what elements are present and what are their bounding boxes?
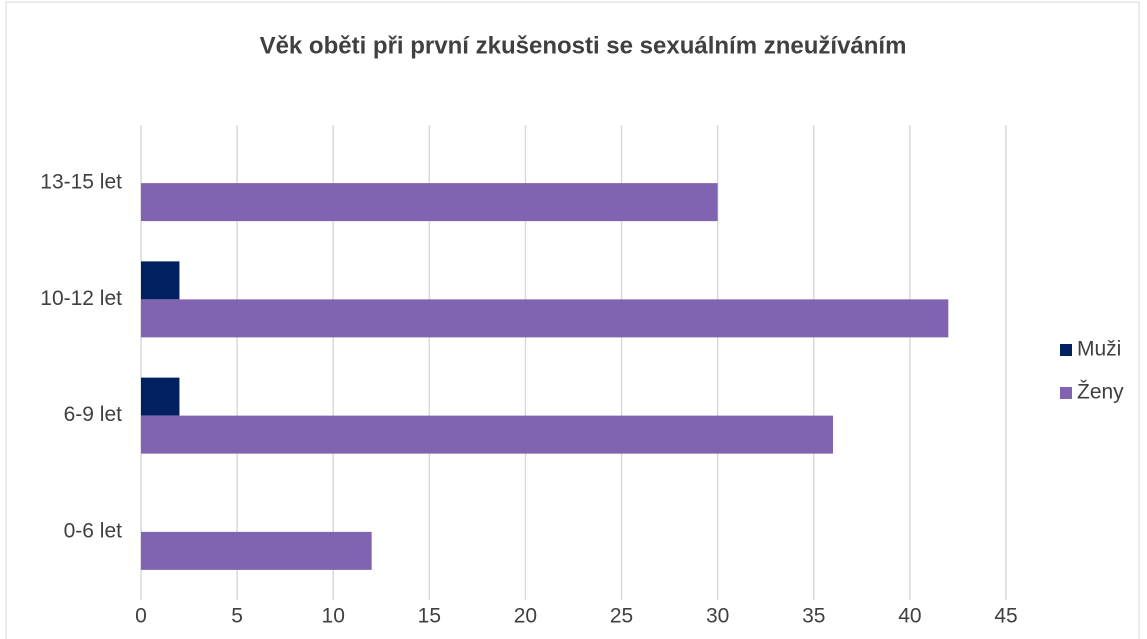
legend-swatch: [1060, 387, 1072, 399]
bar: [141, 299, 949, 338]
x-tick-label: 10: [322, 605, 345, 628]
legend-label: Muži: [1077, 338, 1121, 361]
bar: [141, 261, 180, 300]
x-tick-label: 5: [231, 605, 243, 628]
y-tick-label: 13-15 let: [40, 171, 122, 194]
chart-title: Věk oběti při první zkušenosti se sexuál…: [260, 32, 907, 59]
x-tick-label: 20: [514, 605, 537, 628]
bar: [141, 415, 833, 454]
x-tick-label: 25: [610, 605, 633, 628]
bar: [141, 377, 180, 416]
legend-label: Ženy: [1077, 381, 1124, 404]
legend-swatch: [1060, 344, 1072, 356]
x-tick-label: 35: [802, 605, 825, 628]
y-tick-label: 10-12 let: [40, 287, 122, 310]
x-tick-label: 0: [135, 605, 147, 628]
y-tick-label: 0-6 let: [64, 519, 123, 542]
y-tick-label: 6-9 let: [64, 403, 123, 426]
bar: [141, 531, 372, 570]
x-tick-label: 30: [706, 605, 729, 628]
bar: [141, 183, 718, 222]
x-tick-label: 15: [418, 605, 441, 628]
x-tick-label: 40: [898, 605, 921, 628]
x-tick-label: 45: [994, 605, 1017, 628]
